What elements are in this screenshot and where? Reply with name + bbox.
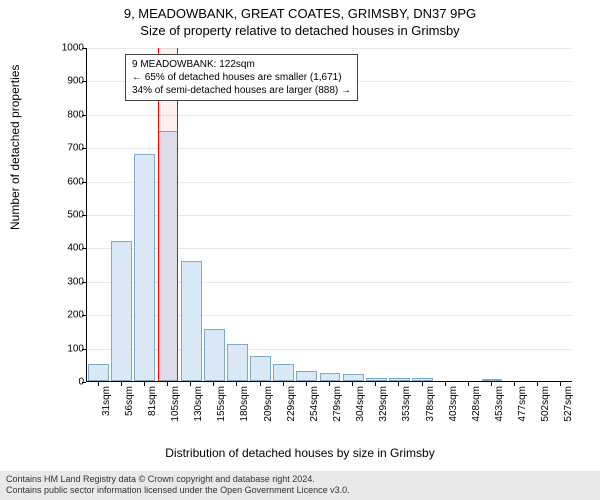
x-tick-label: 329sqm (378, 386, 389, 422)
x-tick-label: 254sqm (309, 386, 320, 422)
x-tick-mark (329, 382, 330, 386)
histogram-bar (389, 378, 410, 381)
x-tick-mark (491, 382, 492, 386)
x-tick-mark (306, 382, 307, 386)
y-tick-mark (82, 48, 86, 49)
y-tick-mark (82, 148, 86, 149)
x-tick-mark (190, 382, 191, 386)
y-tick-mark (82, 81, 86, 82)
x-tick-mark (213, 382, 214, 386)
x-tick-mark (236, 382, 237, 386)
x-tick-mark (468, 382, 469, 386)
x-tick-label: 209sqm (263, 386, 274, 422)
histogram-bar (273, 364, 294, 381)
x-tick-label: 378sqm (425, 386, 436, 422)
x-tick-mark (514, 382, 515, 386)
x-tick-label: 453sqm (494, 386, 505, 422)
x-tick-label: 502sqm (540, 386, 551, 422)
tooltip-line: ← 65% of detached houses are smaller (1,… (132, 71, 351, 84)
histogram-bar (296, 371, 317, 381)
footer-line: Contains HM Land Registry data © Crown c… (6, 474, 594, 486)
x-tick-mark (260, 382, 261, 386)
histogram-bar (320, 373, 341, 381)
x-tick-mark (98, 382, 99, 386)
footer-line: Contains public sector information licen… (6, 485, 594, 497)
x-tick-label: 477sqm (517, 386, 528, 422)
x-tick-label: 279sqm (332, 386, 343, 422)
plot-area: 9 MEADOWBANK: 122sqm ← 65% of detached h… (86, 48, 572, 382)
x-tick-label: 155sqm (216, 386, 227, 422)
y-tick-mark (82, 248, 86, 249)
histogram-bar (204, 329, 225, 381)
chart-title: Size of property relative to detached ho… (0, 21, 600, 38)
x-tick-mark (445, 382, 446, 386)
x-tick-mark (375, 382, 376, 386)
x-tick-label: 180sqm (239, 386, 250, 422)
x-tick-label: 229sqm (286, 386, 297, 422)
x-tick-mark (283, 382, 284, 386)
y-tick-mark (82, 349, 86, 350)
histogram-bar (181, 261, 202, 381)
x-tick-label: 56sqm (124, 386, 135, 416)
x-axis-label: Distribution of detached houses by size … (0, 446, 600, 460)
x-tick-label: 105sqm (170, 386, 181, 422)
y-tick-mark (82, 215, 86, 216)
y-tick-mark (82, 282, 86, 283)
x-tick-mark (121, 382, 122, 386)
x-tick-label: 81sqm (147, 386, 158, 416)
x-tick-mark (144, 382, 145, 386)
x-tick-mark (352, 382, 353, 386)
tooltip-line: 9 MEADOWBANK: 122sqm (132, 58, 351, 71)
x-tick-mark (167, 382, 168, 386)
x-tick-mark (537, 382, 538, 386)
histogram-bar (111, 241, 132, 381)
histogram-bar (343, 374, 364, 381)
y-tick-label: 1000 (62, 43, 84, 54)
histogram-bar (227, 344, 248, 381)
x-tick-label: 353sqm (401, 386, 412, 422)
histogram-bar (412, 378, 433, 381)
histogram-bar (134, 154, 155, 381)
x-tick-label: 527sqm (563, 386, 574, 422)
plot-container: 9 MEADOWBANK: 122sqm ← 65% of detached h… (58, 44, 576, 424)
x-tick-label: 130sqm (193, 386, 204, 422)
y-tick-mark (82, 315, 86, 316)
page-address-title: 9, MEADOWBANK, GREAT COATES, GRIMSBY, DN… (0, 0, 600, 21)
attribution-footer: Contains HM Land Registry data © Crown c… (0, 471, 600, 500)
histogram-chart: 9 MEADOWBANK: 122sqm ← 65% of detached h… (58, 44, 576, 424)
x-tick-label: 428sqm (471, 386, 482, 422)
histogram-bar (88, 364, 109, 381)
y-tick-mark (82, 182, 86, 183)
histogram-bar (250, 356, 271, 381)
x-tick-mark (422, 382, 423, 386)
y-tick-mark (82, 115, 86, 116)
x-tick-label: 403sqm (448, 386, 459, 422)
property-tooltip: 9 MEADOWBANK: 122sqm ← 65% of detached h… (125, 54, 358, 101)
x-tick-mark (560, 382, 561, 386)
y-tick-mark (82, 382, 86, 383)
tooltip-line: 34% of semi-detached houses are larger (… (132, 84, 351, 97)
y-axis-label: Number of detached properties (8, 65, 22, 230)
histogram-bar (366, 378, 387, 381)
x-tick-label: 304sqm (355, 386, 366, 422)
x-tick-mark (398, 382, 399, 386)
x-tick-label: 31sqm (101, 386, 112, 416)
histogram-bar (482, 379, 503, 381)
